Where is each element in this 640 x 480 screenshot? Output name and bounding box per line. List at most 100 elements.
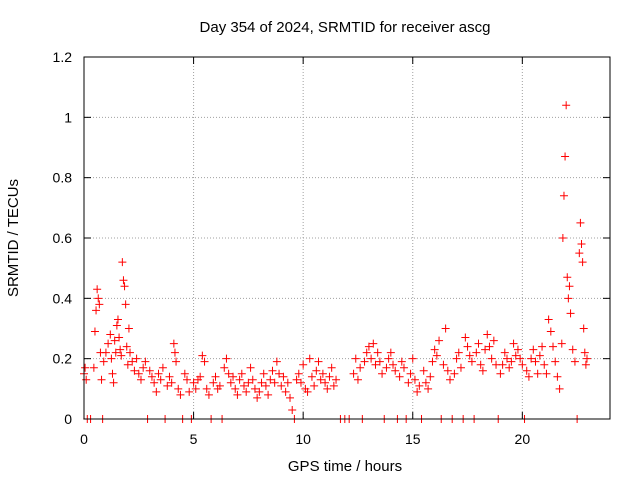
y-tick-label: 0.2 bbox=[53, 351, 73, 367]
data-point bbox=[128, 357, 137, 366]
data-point bbox=[369, 339, 378, 348]
y-tick-label: 1 bbox=[64, 109, 72, 125]
data-point bbox=[555, 384, 564, 393]
data-point bbox=[222, 354, 231, 363]
data-point bbox=[104, 339, 113, 348]
data-point bbox=[535, 351, 544, 360]
data-point bbox=[211, 372, 220, 381]
data-point bbox=[202, 384, 211, 393]
data-point bbox=[360, 357, 369, 366]
data-point bbox=[237, 369, 246, 378]
data-point bbox=[244, 378, 253, 387]
data-point bbox=[565, 282, 574, 291]
data-point bbox=[463, 342, 472, 351]
data-point bbox=[562, 101, 571, 110]
data-point bbox=[353, 375, 362, 384]
data-point bbox=[172, 357, 181, 366]
data-point bbox=[419, 366, 428, 375]
data-point bbox=[397, 357, 406, 366]
data-point bbox=[378, 369, 387, 378]
data-point bbox=[107, 354, 116, 363]
data-point bbox=[441, 324, 450, 333]
data-point bbox=[255, 387, 264, 396]
data-point bbox=[299, 360, 308, 369]
data-point bbox=[483, 330, 492, 339]
data-point bbox=[577, 240, 586, 249]
data-point bbox=[566, 309, 575, 318]
data-point bbox=[404, 378, 413, 387]
data-point bbox=[82, 375, 91, 384]
data-point bbox=[134, 369, 143, 378]
data-point bbox=[568, 345, 577, 354]
data-point bbox=[286, 393, 295, 402]
data-point bbox=[147, 372, 156, 381]
data-point bbox=[145, 366, 154, 375]
data-point bbox=[395, 372, 404, 381]
data-point bbox=[389, 360, 398, 369]
data-point bbox=[373, 348, 382, 357]
data-point bbox=[94, 294, 103, 303]
y-axis-title: SRMTID / TECUs bbox=[5, 179, 22, 297]
data-point bbox=[435, 336, 444, 345]
data-point bbox=[406, 369, 415, 378]
data-point bbox=[489, 336, 498, 345]
data-point bbox=[465, 351, 474, 360]
data-point bbox=[268, 366, 277, 375]
data-point bbox=[242, 387, 251, 396]
data-point bbox=[288, 405, 297, 414]
x-tick-label: 15 bbox=[405, 431, 421, 447]
data-point bbox=[371, 360, 380, 369]
data-point bbox=[248, 375, 257, 384]
data-point bbox=[226, 378, 235, 387]
data-point bbox=[472, 348, 481, 357]
data-points bbox=[80, 101, 591, 423]
data-point bbox=[516, 354, 525, 363]
data-point bbox=[487, 354, 496, 363]
data-point bbox=[557, 339, 566, 348]
data-point bbox=[170, 348, 179, 357]
data-point bbox=[496, 369, 505, 378]
data-point bbox=[209, 378, 218, 387]
data-point bbox=[575, 249, 584, 258]
data-point bbox=[139, 363, 148, 372]
data-point bbox=[239, 381, 248, 390]
data-point bbox=[509, 339, 518, 348]
data-point bbox=[250, 384, 259, 393]
data-point bbox=[446, 375, 455, 384]
data-point bbox=[196, 372, 205, 381]
data-point bbox=[259, 369, 268, 378]
data-point bbox=[132, 354, 141, 363]
data-point bbox=[90, 327, 99, 336]
data-point bbox=[559, 191, 568, 200]
data-point bbox=[110, 336, 119, 345]
data-point bbox=[524, 372, 533, 381]
data-point bbox=[141, 357, 150, 366]
data-point bbox=[294, 369, 303, 378]
data-point bbox=[384, 354, 393, 363]
data-point bbox=[558, 234, 567, 242]
y-tick-label: 0.6 bbox=[53, 230, 73, 246]
data-point bbox=[167, 378, 176, 387]
data-point bbox=[538, 342, 547, 351]
data-point bbox=[204, 390, 213, 399]
data-point bbox=[500, 348, 509, 357]
data-point bbox=[296, 378, 305, 387]
data-point bbox=[432, 351, 441, 360]
data-point bbox=[549, 342, 558, 351]
data-point bbox=[89, 363, 98, 372]
data-point bbox=[257, 378, 266, 387]
data-point bbox=[375, 357, 384, 366]
data-point bbox=[578, 258, 587, 267]
data-point bbox=[408, 354, 417, 363]
data-point bbox=[235, 375, 244, 384]
data-point bbox=[310, 381, 319, 390]
data-point bbox=[152, 387, 161, 396]
data-point bbox=[367, 354, 376, 363]
data-point bbox=[111, 348, 120, 357]
data-point bbox=[533, 369, 542, 378]
data-point bbox=[498, 360, 507, 369]
data-point bbox=[95, 300, 104, 309]
data-point bbox=[576, 218, 585, 227]
data-point bbox=[292, 375, 301, 384]
